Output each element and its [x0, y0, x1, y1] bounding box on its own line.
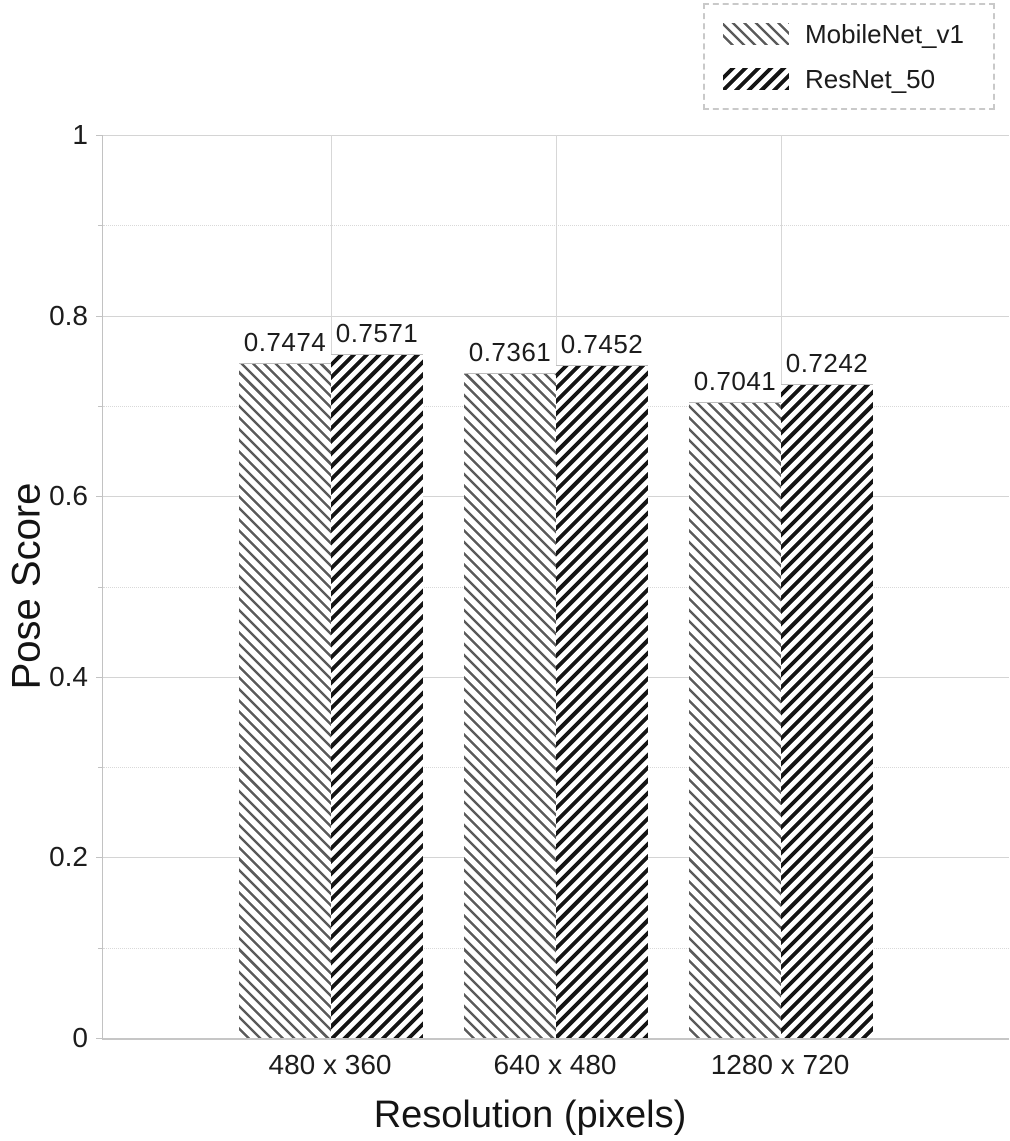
x-axis-title: Resolution (pixels) — [373, 1094, 687, 1136]
plot-area: 0.7474 0.7361 0.7041 0.7571 0.7452 0.7242 — [96, 135, 1009, 1040]
y-tick-label-1: 1 — [72, 119, 88, 150]
bar-value-resnet_50-480x360: 0.7571 — [335, 318, 419, 349]
bar-value-resnet_50-640x480: 0.7452 — [560, 329, 644, 360]
minor-tick-y-0.1 — [98, 947, 103, 949]
legend-item-resnet: ResNet_50 — [723, 64, 993, 95]
bar-value-resnet_50-1280x720: 0.7242 — [785, 348, 869, 379]
mobilenet-hatch-swatch — [723, 23, 789, 45]
bar-mobilenet_v1-480x360 — [239, 363, 331, 1038]
y-tick-label-0: 0 — [72, 1022, 88, 1053]
major-tick-y-0.6 — [96, 496, 103, 498]
bar-mobilenet_v1-640x480 — [464, 373, 556, 1038]
minor-tick-y-0.5 — [98, 586, 103, 588]
minor-tick-y-0.7 — [98, 405, 103, 407]
x-tick-label-1280x720: 1280 x 720 — [710, 1049, 850, 1080]
major-tick-y-0.2 — [96, 857, 103, 859]
y-tick-label-0.8: 0.8 — [49, 299, 88, 331]
bar-value-mobilenet_v1-480x360: 0.7474 — [243, 327, 327, 358]
x-tick-label-480x360: 480 x 360 — [268, 1049, 392, 1080]
y-tick-label-0.4: 0.4 — [49, 660, 88, 692]
y-tick-label-0.6: 0.6 — [49, 480, 88, 512]
bar-mobilenet_v1-1280x720 — [689, 402, 781, 1038]
minor-tick-y-0.9 — [98, 225, 103, 227]
y-tick-label-0.2: 0.2 — [49, 841, 88, 873]
bar-resnet_50-480x360 — [331, 354, 423, 1038]
legend-item-mobilenet: MobileNet_v1 — [723, 19, 993, 50]
legend: MobileNet_v1 ResNet_50 — [703, 3, 995, 110]
x-tick-label-640x480: 640 x 480 — [493, 1049, 617, 1080]
resnet-hatch-swatch — [723, 68, 789, 90]
bar-resnet_50-1280x720 — [781, 384, 873, 1038]
legend-label-resnet: ResNet_50 — [805, 63, 936, 94]
bar-value-mobilenet_v1-640x480: 0.7361 — [468, 337, 552, 368]
major-tick-y-1 — [96, 135, 103, 136]
major-tick-y-0.8 — [96, 315, 103, 317]
legend-label-mobilenet: MobileNet_v1 — [805, 18, 964, 49]
bar-value-mobilenet_v1-1280x720: 0.7041 — [693, 366, 777, 397]
major-tick-y-0 — [96, 1038, 103, 1039]
major-tick-y-0.4 — [96, 676, 103, 678]
minor-tick-y-0.3 — [98, 767, 103, 769]
y-axis-title: Pose Score — [4, 482, 49, 690]
bar-resnet_50-640x480 — [556, 365, 648, 1038]
